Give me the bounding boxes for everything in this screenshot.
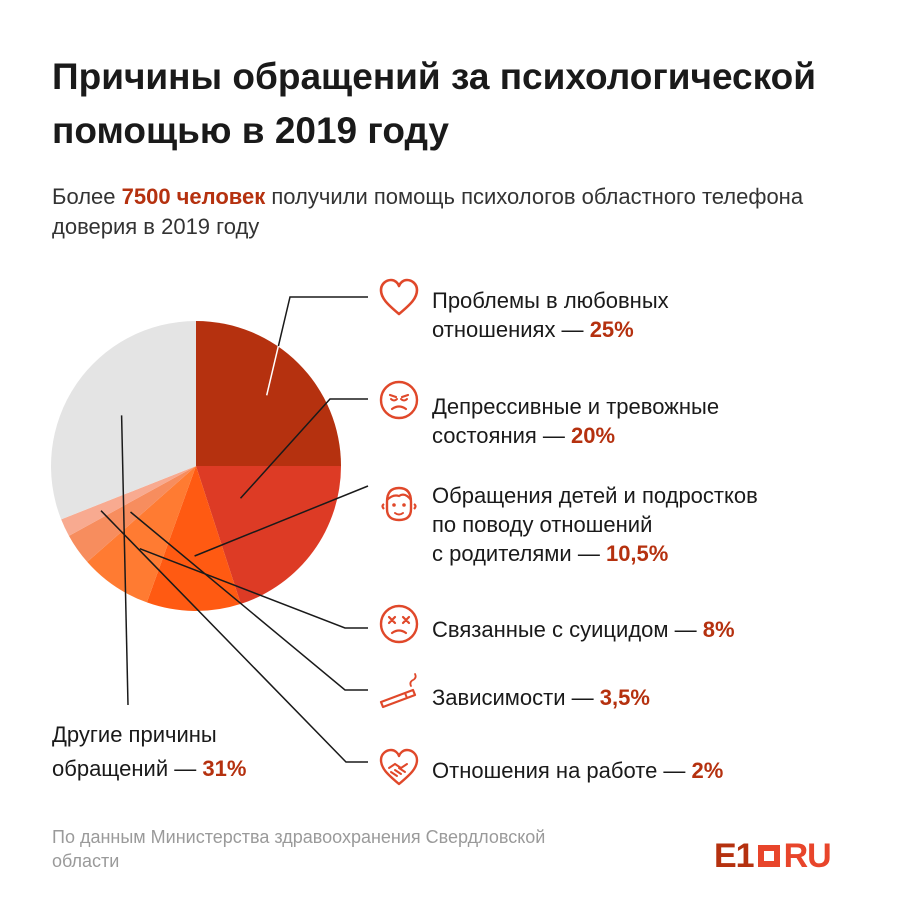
legend-text: состояния — — [432, 423, 572, 448]
dead-face-icon — [379, 604, 419, 644]
e1-logo: E1 RU — [714, 834, 832, 878]
legend-item-other: Другие причины обращений — 31% — [52, 718, 352, 786]
handshake-icon — [379, 748, 419, 786]
subtitle-before: Более — [52, 184, 122, 209]
legend-value: 31% — [202, 756, 247, 781]
legend-text: Зависимости — — [432, 685, 600, 710]
legend-item-depression: Депрессивные и тревожные состояния — 20% — [432, 392, 719, 450]
slice-love — [196, 321, 341, 466]
legend-item-work: Отношения на работе — 2% — [432, 756, 723, 785]
leader-line-addiction — [130, 511, 368, 691]
slice-depression — [196, 466, 341, 604]
slice-children — [146, 466, 241, 612]
legend-text: отношениях — — [432, 317, 590, 342]
heart-icon — [379, 278, 419, 316]
legend-text: по поводу отношений — [432, 512, 653, 537]
subtitle: Более 7500 человек получили помощь психо… — [52, 182, 812, 242]
legend-value: 8% — [702, 617, 735, 642]
legend-value: 3,5% — [599, 685, 650, 710]
legend-value: 2% — [691, 758, 724, 783]
child-face-icon — [381, 486, 417, 522]
legend-item-children: Обращения детей и подростков по поводу о… — [432, 481, 758, 568]
subtitle-highlight: 7500 человек — [121, 184, 266, 209]
pie-slices — [50, 321, 341, 612]
legend-text: обращений — — [52, 756, 203, 781]
legend-value: 10,5% — [605, 541, 669, 566]
leader-lines — [100, 296, 369, 763]
legend-text: с родителями — — [432, 541, 606, 566]
legend-text: Обращения детей и подростков — [432, 483, 758, 508]
cigarette-icon — [379, 673, 417, 709]
source-note: По данным Министерства здравоохранения С… — [52, 827, 546, 871]
logo-ru: RU — [783, 836, 832, 875]
leader-line-love-outer — [277, 296, 368, 347]
legend-item-suicide: Связанные с суицидом — 8% — [432, 615, 735, 644]
leader-line-children — [194, 485, 369, 557]
page-title: Причины обращений за психологической пом… — [52, 56, 817, 151]
legend-text: Связанные с суицидом — — [432, 617, 703, 642]
legend-text: Депрессивные и тревожные — [432, 394, 720, 419]
legend-item-love: Проблемы в любовных отношениях — 25% — [432, 286, 669, 344]
legend-text: Другие причины — [52, 722, 217, 747]
legend-value: 25% — [589, 317, 634, 342]
leader-line-depression — [239, 398, 368, 499]
subtitle-after: получили помощь психологов областного те… — [52, 184, 804, 239]
legend-item-addiction: Зависимости — 3,5% — [432, 683, 650, 712]
slice-other — [50, 321, 196, 520]
logo-square-icon — [757, 845, 780, 867]
sad-face-icon — [379, 380, 419, 420]
legend-value: 20% — [571, 423, 616, 448]
legend-text: Отношения на работе — — [432, 758, 692, 783]
logo-e1: E1 — [714, 836, 755, 875]
leader-line-work — [100, 510, 368, 763]
slice-work — [61, 466, 197, 536]
leader-line-other — [120, 415, 129, 706]
legend-text: Проблемы в любовных — [432, 288, 669, 313]
slice-suicide — [87, 466, 196, 603]
leader-line-suicide — [139, 548, 368, 629]
